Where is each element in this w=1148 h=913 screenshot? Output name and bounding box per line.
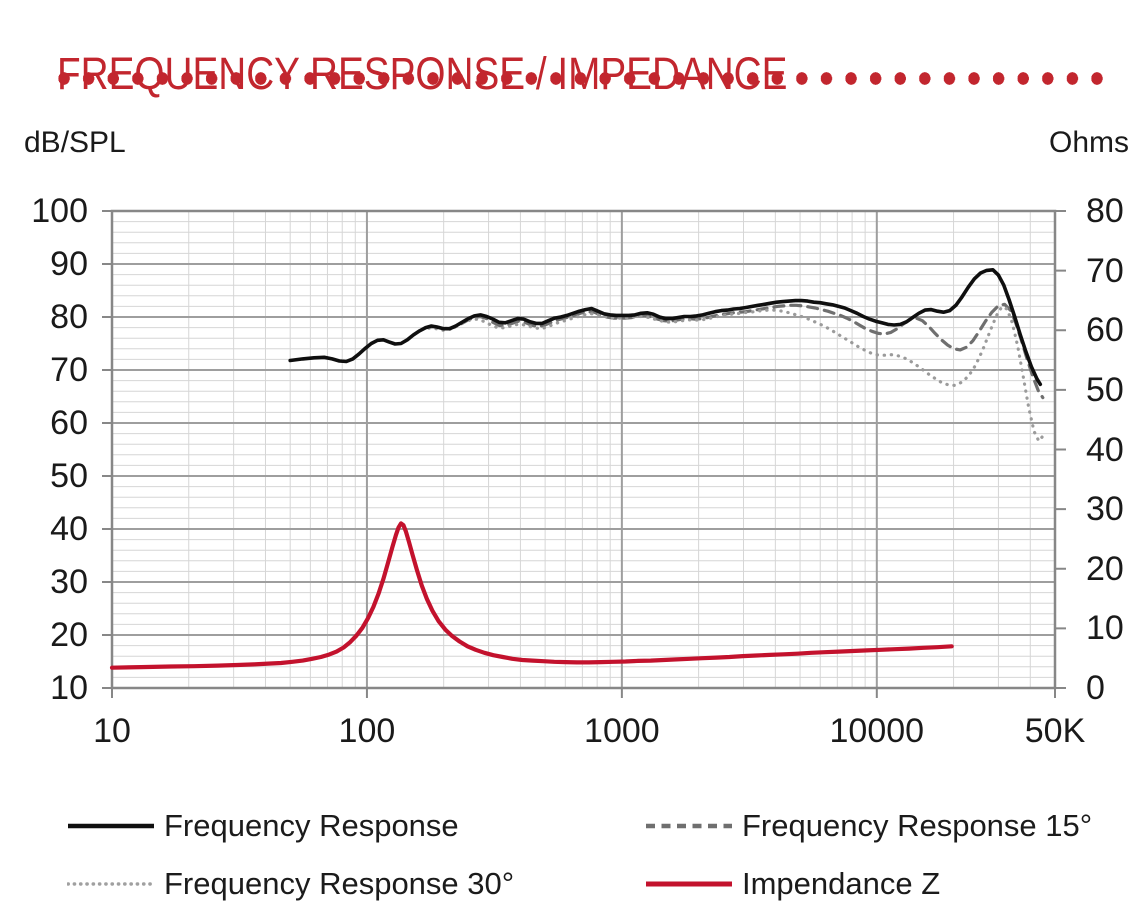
right-axis-tick-label: 60 [1086,311,1124,350]
x-axis-tick-label: 50K [1024,712,1086,750]
legend-item-impedance-z: Impendance Z [645,864,940,904]
left-axis-tick-label: 10 [50,669,88,707]
legend-item-frequency-response: Frequency Response [67,806,459,846]
left-axis-tick-label: 70 [50,351,88,389]
left-axis-tick-label: 40 [50,510,88,548]
right-axis-tick-label: 30 [1086,490,1124,529]
series-impendance-z [109,521,954,670]
right-axis-tick-label: 0 [1086,669,1105,707]
x-axis-tick-label: 10 [93,712,131,750]
dotted-separator [57,71,1103,86]
plot-svg [102,209,1066,698]
left-axis-tick-label: 80 [50,298,88,336]
left-axis-unit-label: dB/SPL [24,126,126,159]
legend-swatch-solid-black [68,823,154,829]
right-axis-tick-label: 70 [1086,251,1124,290]
left-axis-tick-label: 20 [50,616,88,654]
series-frequency-response-30- [427,305,1044,443]
right-axis-tick-label: 40 [1086,430,1124,469]
legend-label: Frequency Response 30° [164,866,515,901]
right-axis-unit-label: Ohms [1049,126,1130,159]
right-axis-tick-label: 10 [1086,609,1124,648]
left-axis-tick-label: 90 [50,245,88,283]
right-axis-tick-label: 80 [1086,192,1124,230]
legend-label: Frequency Response [164,808,459,843]
left-axis-tick-label: 100 [31,192,88,230]
legend-label: Impendance Z [742,866,941,901]
chart-area [102,209,1066,698]
series-frequency-response [288,268,1043,387]
left-axis-tick-label: 50 [50,457,88,495]
left-axis-tick-label: 60 [50,404,88,442]
left-axis-tick-label: 30 [50,563,88,601]
x-axis-tick-label: 10000 [829,712,925,750]
x-axis-tick-label: 100 [338,712,396,750]
legend-swatch-solid-red [646,881,732,887]
legend-label: Frequency Response 15° [742,808,1093,843]
x-axis-tick-label: 1000 [584,712,660,750]
right-axis-tick-label: 50 [1086,370,1124,409]
legend-swatch-dashed-gray [646,823,732,829]
right-axis-tick-label: 20 [1086,549,1124,588]
legend-item-frequency-response-30: Frequency Response 30° [67,864,514,904]
legend-swatch-dotted-gray [67,882,155,886]
legend-item-frequency-response-15: Frequency Response 15° [645,806,1092,846]
